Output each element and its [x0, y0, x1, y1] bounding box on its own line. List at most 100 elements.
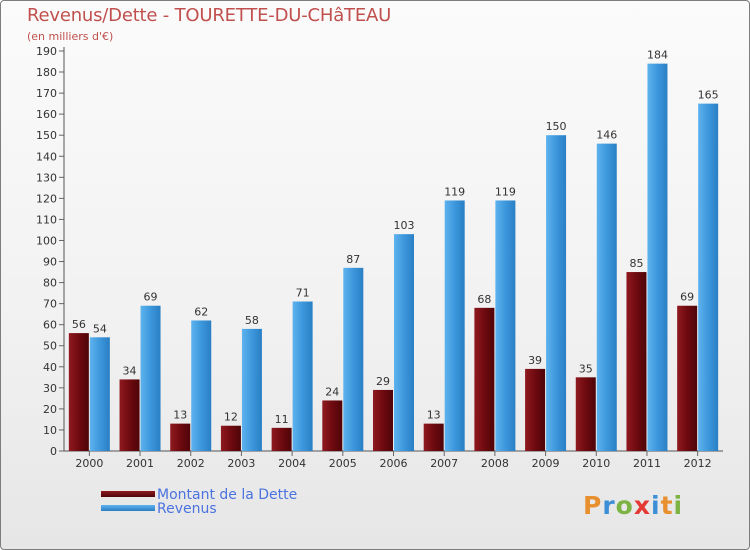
bar-dette: [220, 425, 241, 451]
data-label-dette: 34: [123, 364, 137, 377]
y-tick-label: 120: [36, 192, 57, 205]
x-tick-label: 2002: [177, 457, 205, 470]
x-tick-label: 2009: [532, 457, 560, 470]
y-tick-label: 130: [36, 171, 57, 184]
chart-subtitle: (en milliers d'€): [27, 30, 114, 43]
proxiti-logo: Proxiti: [583, 491, 683, 520]
x-tick-label: 2000: [75, 457, 103, 470]
data-label-dette: 13: [173, 409, 187, 422]
y-tick-label: 0: [50, 445, 57, 458]
bar-revenus: [343, 267, 364, 451]
data-label-revenus: 87: [346, 253, 360, 266]
data-label-revenus: 71: [296, 287, 310, 300]
bar-revenus: [140, 305, 161, 451]
legend-label-revenus: Revenus: [157, 501, 217, 517]
y-tick-label: 170: [36, 87, 57, 100]
logo-letter: x: [633, 491, 651, 520]
data-label-dette: 12: [224, 411, 238, 424]
bar-revenus: [292, 301, 313, 451]
y-tick-label: 80: [43, 277, 57, 290]
logo-letter: P: [583, 491, 603, 520]
data-label-dette: 68: [477, 293, 491, 306]
data-label-revenus: 184: [647, 49, 668, 62]
data-label-revenus: 119: [444, 185, 465, 198]
bar-dette: [677, 305, 698, 451]
logo-letter: i: [651, 491, 661, 520]
bar-dette: [271, 427, 292, 451]
y-tick-label: 150: [36, 129, 57, 142]
x-tick-label: 2003: [227, 457, 255, 470]
chart-title: Revenus/Dette - TOURETTE-DU-CHâTEAU: [27, 5, 392, 26]
bar-dette: [575, 377, 596, 451]
y-tick-label: 10: [43, 424, 57, 437]
bar-revenus: [596, 143, 617, 451]
y-tick-label: 90: [43, 256, 57, 269]
data-label-dette: 13: [427, 409, 441, 422]
y-tick-label: 140: [36, 150, 57, 163]
logo-letter: t: [660, 491, 674, 520]
data-label-dette: 35: [579, 362, 593, 375]
data-label-revenus: 165: [698, 89, 719, 102]
y-tick-label: 180: [36, 66, 57, 79]
x-tick-label: 2004: [278, 457, 306, 470]
y-tick-label: 190: [36, 45, 57, 58]
x-tick-label: 2008: [481, 457, 509, 470]
bar-dette: [119, 379, 140, 451]
legend-swatch-revenus: [101, 505, 155, 511]
y-tick-label: 40: [43, 361, 57, 374]
data-label-dette: 29: [376, 375, 390, 388]
bar-revenus: [191, 320, 212, 451]
bar-dette: [322, 400, 343, 451]
y-tick-label: 30: [43, 382, 57, 395]
data-label-dette: 11: [275, 413, 289, 426]
y-tick-label: 50: [43, 340, 57, 353]
data-label-dette: 85: [629, 257, 643, 270]
data-label-revenus: 54: [93, 322, 107, 335]
bar-revenus: [647, 63, 668, 451]
data-label-revenus: 69: [144, 291, 158, 304]
bar-revenus: [546, 135, 567, 452]
bar-dette: [170, 423, 191, 451]
data-label-revenus: 58: [245, 314, 259, 327]
x-tick-label: 2012: [684, 457, 712, 470]
x-tick-label: 2001: [126, 457, 154, 470]
x-tick-label: 2006: [380, 457, 408, 470]
x-tick-label: 2007: [430, 457, 458, 470]
bar-dette: [68, 333, 89, 451]
x-tick-label: 2010: [582, 457, 610, 470]
logo-letter: r: [602, 491, 616, 520]
data-label-dette: 24: [325, 385, 339, 398]
bar-revenus: [495, 200, 516, 451]
bar-revenus: [698, 103, 719, 451]
bar-revenus: [241, 328, 262, 451]
legend-label-dette: Montant de la Dette: [157, 487, 298, 503]
y-tick-label: 70: [43, 298, 57, 311]
data-label-revenus: 119: [495, 185, 516, 198]
bar-dette: [373, 389, 393, 451]
data-label-revenus: 62: [194, 305, 208, 318]
y-tick-label: 110: [36, 213, 57, 226]
data-label-revenus: 103: [394, 219, 415, 232]
data-label-dette: 56: [72, 318, 86, 331]
data-label-dette: 69: [680, 291, 694, 304]
bar-dette: [525, 368, 546, 451]
x-tick-label: 2005: [329, 457, 357, 470]
logo-letter: o: [615, 491, 634, 520]
data-label-revenus: 146: [596, 129, 617, 142]
data-label-dette: 39: [528, 354, 542, 367]
bar-revenus: [444, 200, 465, 451]
x-tick-label: 2011: [633, 457, 661, 470]
logo-letter: i: [673, 491, 684, 520]
bar-dette: [423, 423, 444, 451]
bar-revenus: [89, 337, 110, 451]
bar-dette: [626, 272, 647, 451]
legend-swatch-dette: [101, 491, 155, 497]
y-tick-label: 60: [43, 319, 57, 332]
y-tick-label: 20: [43, 403, 57, 416]
y-tick-label: 160: [36, 108, 57, 121]
y-tick-label: 100: [36, 234, 57, 247]
bar-dette: [474, 307, 495, 451]
data-label-revenus: 150: [546, 120, 567, 133]
